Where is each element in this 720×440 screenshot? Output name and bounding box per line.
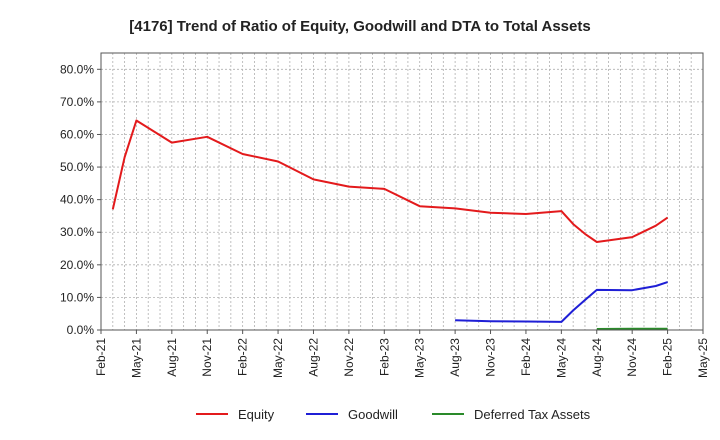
series-lines [111, 119, 669, 330]
legend-label: Deferred Tax Assets [474, 407, 591, 422]
x-tick-label: Feb-21 [94, 338, 108, 376]
y-tick-label: 0.0% [67, 323, 95, 337]
x-tick-label: Nov-23 [484, 338, 498, 377]
y-axis-ticks: 0.0% 10.0% 20.0% 30.0% 40.0% 50.0% 60.0% 70.0% 8… [60, 62, 101, 337]
x-tick-label: May-22 [271, 338, 285, 378]
x-axis-ticks: Feb-21 May-21 Aug-21 Nov-21 Feb-22 May-22 Aug-… [94, 330, 710, 378]
x-tick-label: Feb-22 [236, 338, 250, 376]
y-tick-label: 10.0% [60, 290, 94, 304]
x-tick-label: Feb-25 [661, 338, 675, 376]
x-tick-label: Aug-21 [165, 338, 179, 377]
x-tick-label: Nov-21 [200, 338, 214, 377]
x-tick-label: May-23 [413, 338, 427, 378]
legend-label: Equity [238, 407, 275, 422]
x-tick-label: May-21 [129, 338, 143, 378]
series-line-goodwill [455, 281, 668, 323]
x-tick-label: Feb-24 [519, 338, 533, 376]
legend-item-deferred-tax-assets: Deferred Tax Assets [432, 407, 591, 422]
x-tick-label: May-24 [554, 338, 568, 378]
chart-title: [4176] Trend of Ratio of Equity, Goodwil… [129, 18, 590, 35]
y-tick-label: 80.0% [60, 62, 94, 76]
x-tick-label: Nov-22 [342, 338, 356, 377]
y-tick-label: 70.0% [60, 95, 94, 109]
x-tick-label: May-25 [696, 338, 710, 378]
y-tick-label: 40.0% [60, 193, 94, 207]
series-line-equity [111, 119, 669, 243]
x-tick-label: Nov-24 [625, 338, 639, 377]
x-tick-label: Aug-23 [448, 338, 462, 377]
y-tick-label: 30.0% [60, 225, 94, 239]
legend-item-equity: Equity [196, 407, 275, 422]
x-tick-label: Aug-24 [590, 338, 604, 377]
y-tick-label: 60.0% [60, 127, 94, 141]
legend-label: Goodwill [348, 407, 398, 422]
x-tick-label: Feb-23 [377, 338, 391, 376]
legend: Equity Goodwill Deferred Tax Assets [196, 407, 591, 422]
x-tick-label: Aug-22 [306, 338, 320, 377]
grid-lines [101, 53, 703, 330]
y-tick-label: 50.0% [60, 160, 94, 174]
legend-item-goodwill: Goodwill [306, 407, 398, 422]
plot-area-frame [100, 52, 704, 331]
y-tick-label: 20.0% [60, 258, 94, 272]
